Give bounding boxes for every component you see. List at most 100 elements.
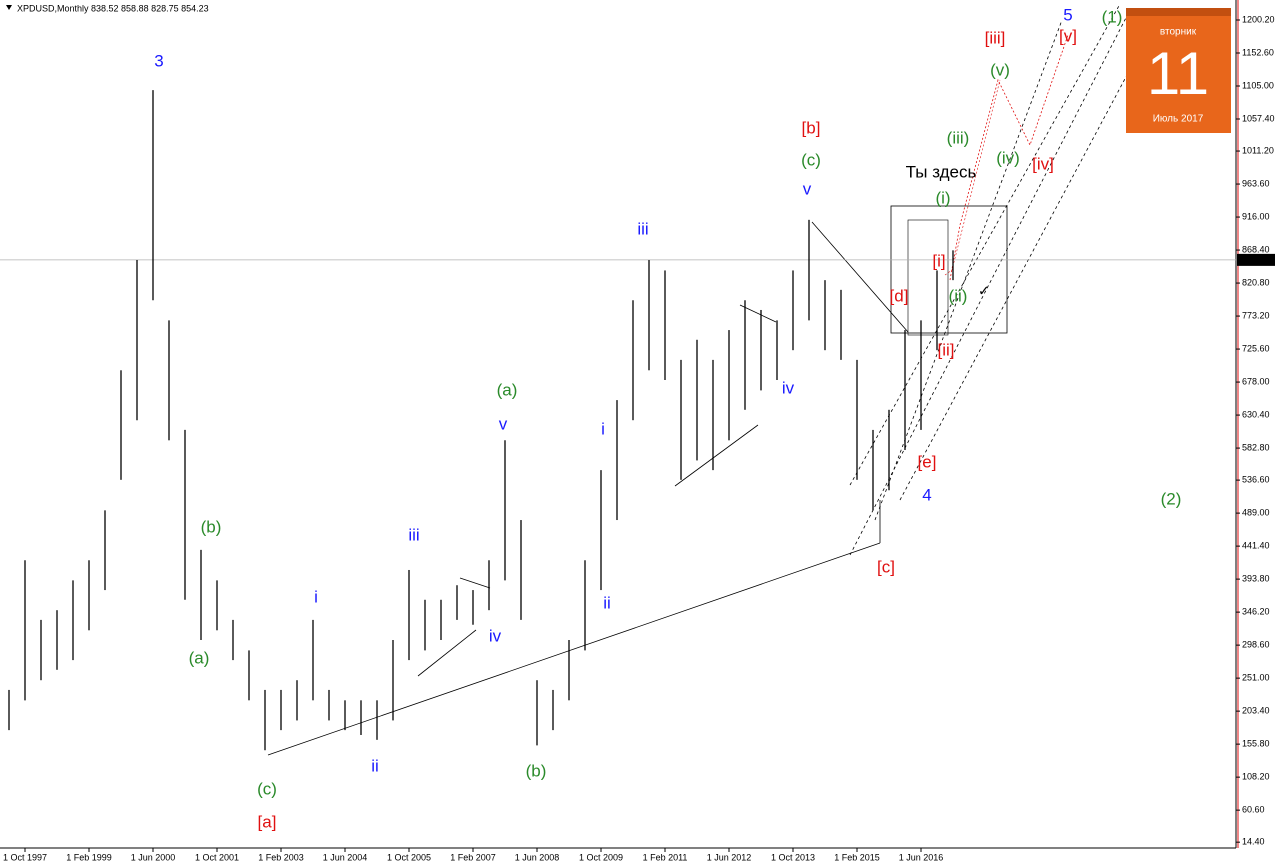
y-tick-label: 678.00 — [1242, 376, 1270, 386]
calendar-weekday: вторник — [1160, 27, 1197, 38]
projection — [944, 79, 1001, 276]
y-tick-label: 298.60 — [1242, 640, 1270, 650]
channel-line — [899, 59, 1136, 501]
wave-label: ii — [371, 756, 379, 775]
calendar-box — [1126, 8, 1231, 133]
y-tick-label: 155.80 — [1242, 739, 1270, 749]
menu-arrow — [6, 5, 12, 10]
wave-label: (2) — [1161, 489, 1182, 508]
y-tick-label: 203.40 — [1242, 706, 1270, 716]
zoom-box — [890, 205, 1008, 334]
y-tick-label: 251.00 — [1242, 673, 1270, 683]
zoom-box — [907, 219, 949, 336]
x-tick-label: 1 Oct 2001 — [195, 852, 239, 862]
wave-label: 4 — [922, 485, 931, 504]
wave-label: (iv) — [996, 148, 1020, 167]
y-tick-label: 582.80 — [1242, 442, 1270, 452]
wave-label: [b] — [802, 118, 821, 137]
y-tick-label: 60.60 — [1242, 805, 1265, 815]
trendline — [267, 542, 881, 756]
x-tick-label: 1 Jun 2012 — [707, 852, 752, 862]
calendar-month: Июль 2017 — [1153, 114, 1204, 125]
wave-label: [d] — [890, 286, 909, 305]
y-tick-label: 441.40 — [1242, 540, 1270, 550]
y-tick-label: 1105.00 — [1242, 80, 1274, 90]
checkmark: ✓ — [978, 283, 990, 299]
wave-label: (ii) — [949, 286, 968, 305]
price-label: 854.23 — [1240, 254, 1268, 264]
wave-label: [e] — [918, 452, 937, 471]
y-tick-label: 868.40 — [1242, 244, 1270, 254]
channel-line — [874, 19, 1063, 521]
wave-label: iii — [637, 219, 648, 238]
wave-label: ii — [603, 593, 611, 612]
wave-label: [ii] — [938, 340, 955, 359]
channel-line — [849, 9, 1131, 556]
wave-label: v — [803, 179, 812, 198]
wave-label: i — [314, 587, 318, 606]
wave-label: (c) — [801, 150, 821, 169]
wave-label: (a) — [497, 380, 518, 399]
wave-label: (b) — [526, 761, 547, 780]
price-box — [1237, 253, 1275, 266]
trendline — [739, 304, 777, 323]
wave-label: [a] — [258, 812, 277, 831]
calendar: вторник 11 Июль 2017 — [1126, 8, 1231, 133]
wave-label: (1) — [1102, 7, 1123, 26]
wave-label: i — [601, 419, 605, 438]
x-tick-label: 1 Feb 1999 — [66, 852, 112, 862]
y-tick-label: 1152.60 — [1242, 47, 1274, 57]
x-tick-label: 1 Feb 2007 — [450, 852, 496, 862]
projection — [949, 34, 1069, 281]
wave-label: (iii) — [947, 128, 970, 147]
x-tick-label: 1 Oct 2013 — [771, 852, 815, 862]
wave-label: [v] — [1059, 26, 1077, 45]
wave-label: iv — [782, 378, 795, 397]
trendline — [417, 629, 477, 677]
wave-label: (i) — [935, 188, 950, 207]
wave-label: 3 — [154, 51, 163, 70]
trendline — [811, 221, 909, 333]
x-tick-label: 1 Jun 2008 — [515, 852, 560, 862]
trendline — [674, 424, 759, 487]
y-tick-label: 1011.20 — [1242, 145, 1274, 155]
channel-line — [849, 3, 1121, 486]
wave-label: (b) — [201, 517, 222, 536]
calendar-day: 11 — [1147, 40, 1209, 107]
x-tick-label: 1 Feb 2011 — [643, 852, 688, 862]
x-tick-label: 1 Jun 2016 — [899, 852, 944, 862]
wave-label: Ты здесь — [906, 162, 977, 181]
x-tick-label: 1 Feb 2003 — [258, 852, 304, 862]
x-tick-label: 1 Oct 1997 — [3, 852, 47, 862]
wave-label: [c] — [877, 557, 895, 576]
x-tick-label: 1 Feb 2015 — [834, 852, 880, 862]
wave-label: 5 — [1063, 5, 1072, 24]
wave-label: v — [499, 414, 508, 433]
y-tick-label: 489.00 — [1242, 507, 1270, 517]
wave-label: (v) — [990, 60, 1010, 79]
wave-label: (a) — [189, 648, 210, 667]
wave-label: [iv] — [1032, 154, 1054, 173]
trendlines — [267, 205, 1008, 756]
y-tick-label: 14.40 — [1242, 837, 1265, 847]
y-tick-label: 725.60 — [1242, 343, 1270, 353]
y-tick-label: 820.80 — [1242, 277, 1270, 287]
wave-label: [i] — [932, 251, 945, 270]
trendline — [459, 577, 491, 589]
y-tick-label: 963.60 — [1242, 178, 1270, 188]
y-tick-label: 916.00 — [1242, 211, 1270, 221]
y-tick-label: 108.20 — [1242, 772, 1270, 782]
header: XPDUSD,Monthly 838.52 858.88 828.75 854.… — [17, 3, 209, 13]
channel — [849, 3, 1136, 556]
wave-label: iv — [489, 626, 502, 645]
y-tick-label: 630.40 — [1242, 409, 1270, 419]
wave-label: iii — [408, 525, 419, 544]
x-tick-label: 1 Jun 2004 — [323, 852, 368, 862]
wave-label: [iii] — [985, 28, 1006, 47]
y-tick-label: 1200.20 — [1242, 14, 1275, 24]
y-tick-label: 346.20 — [1242, 606, 1270, 616]
x-tick-label: 1 Oct 2005 — [387, 852, 431, 862]
y-tick-label: 1057.40 — [1242, 113, 1275, 123]
